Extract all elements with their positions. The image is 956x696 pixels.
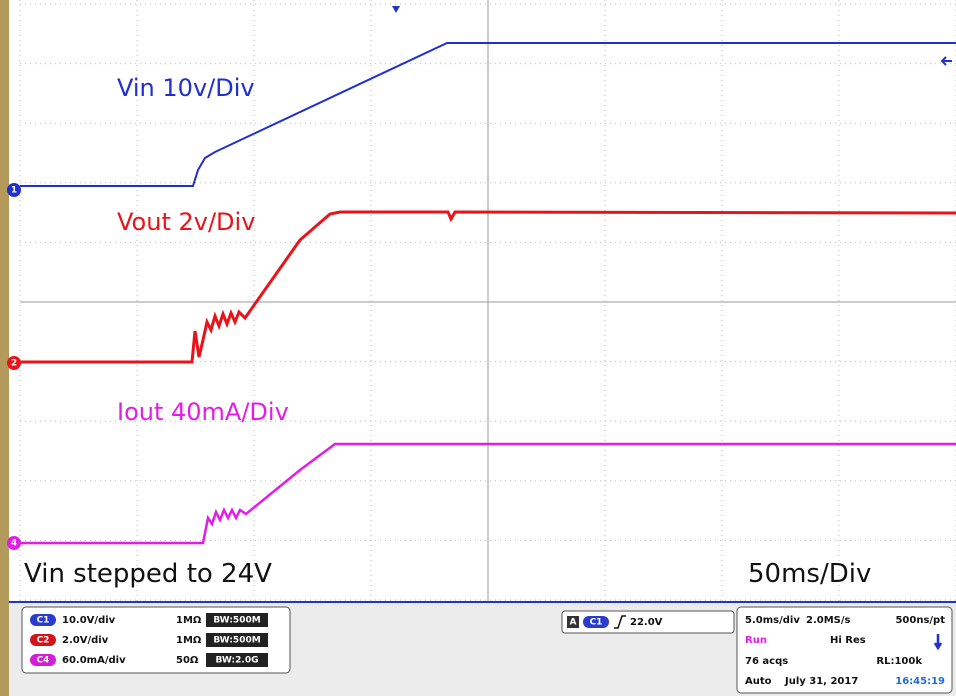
channel-scale: 10.0V/div	[62, 615, 116, 626]
vout-trace	[20, 210, 956, 364]
trigger-mode: A	[570, 618, 577, 628]
source-badge	[583, 616, 609, 628]
trigger-source: C1	[590, 618, 603, 628]
grid	[19, 0, 956, 602]
bandwidth-box	[206, 633, 268, 647]
marker	[7, 536, 21, 550]
marker-label: 4	[11, 539, 17, 549]
channel-bandwidth: BW:2.0G	[216, 656, 259, 666]
iout-label: Iout 40mA/Div	[117, 398, 289, 426]
channel-markers: 1 2 4	[7, 183, 21, 550]
channel-impedance: 1MΩ	[176, 635, 202, 646]
acq-panel	[736, 606, 953, 694]
plot-area	[9, 0, 956, 602]
channel-scale: 2.0V/div	[62, 635, 109, 646]
channel-badge	[30, 614, 56, 626]
sample-rate: 2.0MS/s	[806, 615, 851, 626]
trigger-mode-auto: Auto	[745, 676, 772, 687]
time: 16:45:19	[895, 676, 945, 687]
marker-label: 1	[11, 186, 17, 196]
iout-trace	[20, 442, 956, 545]
vin-label: Vin 10v/Div	[117, 74, 255, 102]
marker-label: 2	[11, 359, 17, 369]
timebase-label: 50ms/Div	[748, 559, 871, 589]
channel-name: C2	[37, 636, 50, 646]
channel-impedance: 1MΩ	[176, 615, 202, 626]
acq-mode: Hi Res	[830, 635, 866, 646]
vin-trace	[20, 42, 956, 187]
marker	[7, 183, 21, 197]
bandwidth-box	[206, 613, 268, 627]
run-state: Run	[745, 635, 767, 646]
channel-name: C4	[37, 656, 50, 666]
marker	[7, 356, 21, 370]
channel-name: C1	[37, 616, 50, 626]
vout-label: Vout 2v/Div	[117, 208, 255, 236]
trigger-level-text: 22.0V	[630, 617, 663, 628]
trigger-level	[940, 56, 952, 66]
channel-scale: 60.0mA/div	[62, 655, 126, 666]
slope-icon	[614, 615, 626, 629]
channel-badge	[30, 654, 56, 666]
timebase: 5.0ms/div	[745, 615, 800, 626]
record-length: RL:100k	[876, 656, 922, 667]
resolution: 500ns/pt	[895, 615, 945, 626]
mode-badge	[567, 616, 579, 628]
acq-count: 76 acqs	[745, 656, 788, 667]
channel-bandwidth: BW:500M	[213, 616, 260, 626]
side-bar	[0, 0, 9, 696]
caption: Vin stepped to 24V	[24, 559, 272, 589]
trigger-arrow	[933, 634, 943, 651]
channel-impedance: 50Ω	[176, 655, 199, 666]
bandwidth-box	[206, 653, 268, 667]
trigger-position	[392, 6, 400, 13]
date: July 31, 2017	[784, 676, 858, 687]
channel-bandwidth: BW:500M	[213, 636, 260, 646]
channel-list: C1 10.0V/div 1MΩ BW:500M C2 2.0V/div 1MΩ BW:500…	[30, 613, 268, 667]
channel-badge	[30, 634, 56, 646]
